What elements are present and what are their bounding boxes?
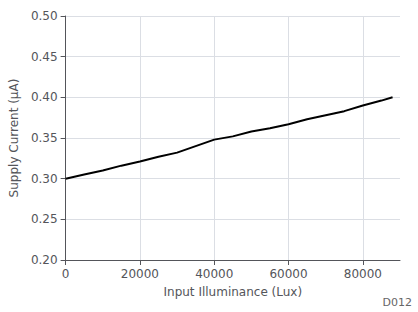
svg-text:0: 0 bbox=[62, 267, 70, 281]
svg-text:0.25: 0.25 bbox=[31, 212, 58, 226]
svg-text:0.45: 0.45 bbox=[31, 50, 58, 64]
svg-text:0.30: 0.30 bbox=[31, 172, 58, 186]
svg-text:80000: 80000 bbox=[344, 267, 382, 281]
svg-text:60000: 60000 bbox=[269, 267, 307, 281]
svg-text:20000: 20000 bbox=[121, 267, 159, 281]
svg-text:Input Illuminance (Lux): Input Illuminance (Lux) bbox=[163, 285, 302, 299]
svg-text:D012: D012 bbox=[383, 296, 412, 309]
svg-text:Supply Current (μA): Supply Current (μA) bbox=[7, 79, 21, 198]
svg-text:0.35: 0.35 bbox=[31, 131, 58, 145]
svg-text:0.40: 0.40 bbox=[31, 90, 58, 104]
svg-text:0.20: 0.20 bbox=[31, 253, 58, 267]
svg-text:0.50: 0.50 bbox=[31, 9, 58, 23]
svg-text:40000: 40000 bbox=[195, 267, 233, 281]
